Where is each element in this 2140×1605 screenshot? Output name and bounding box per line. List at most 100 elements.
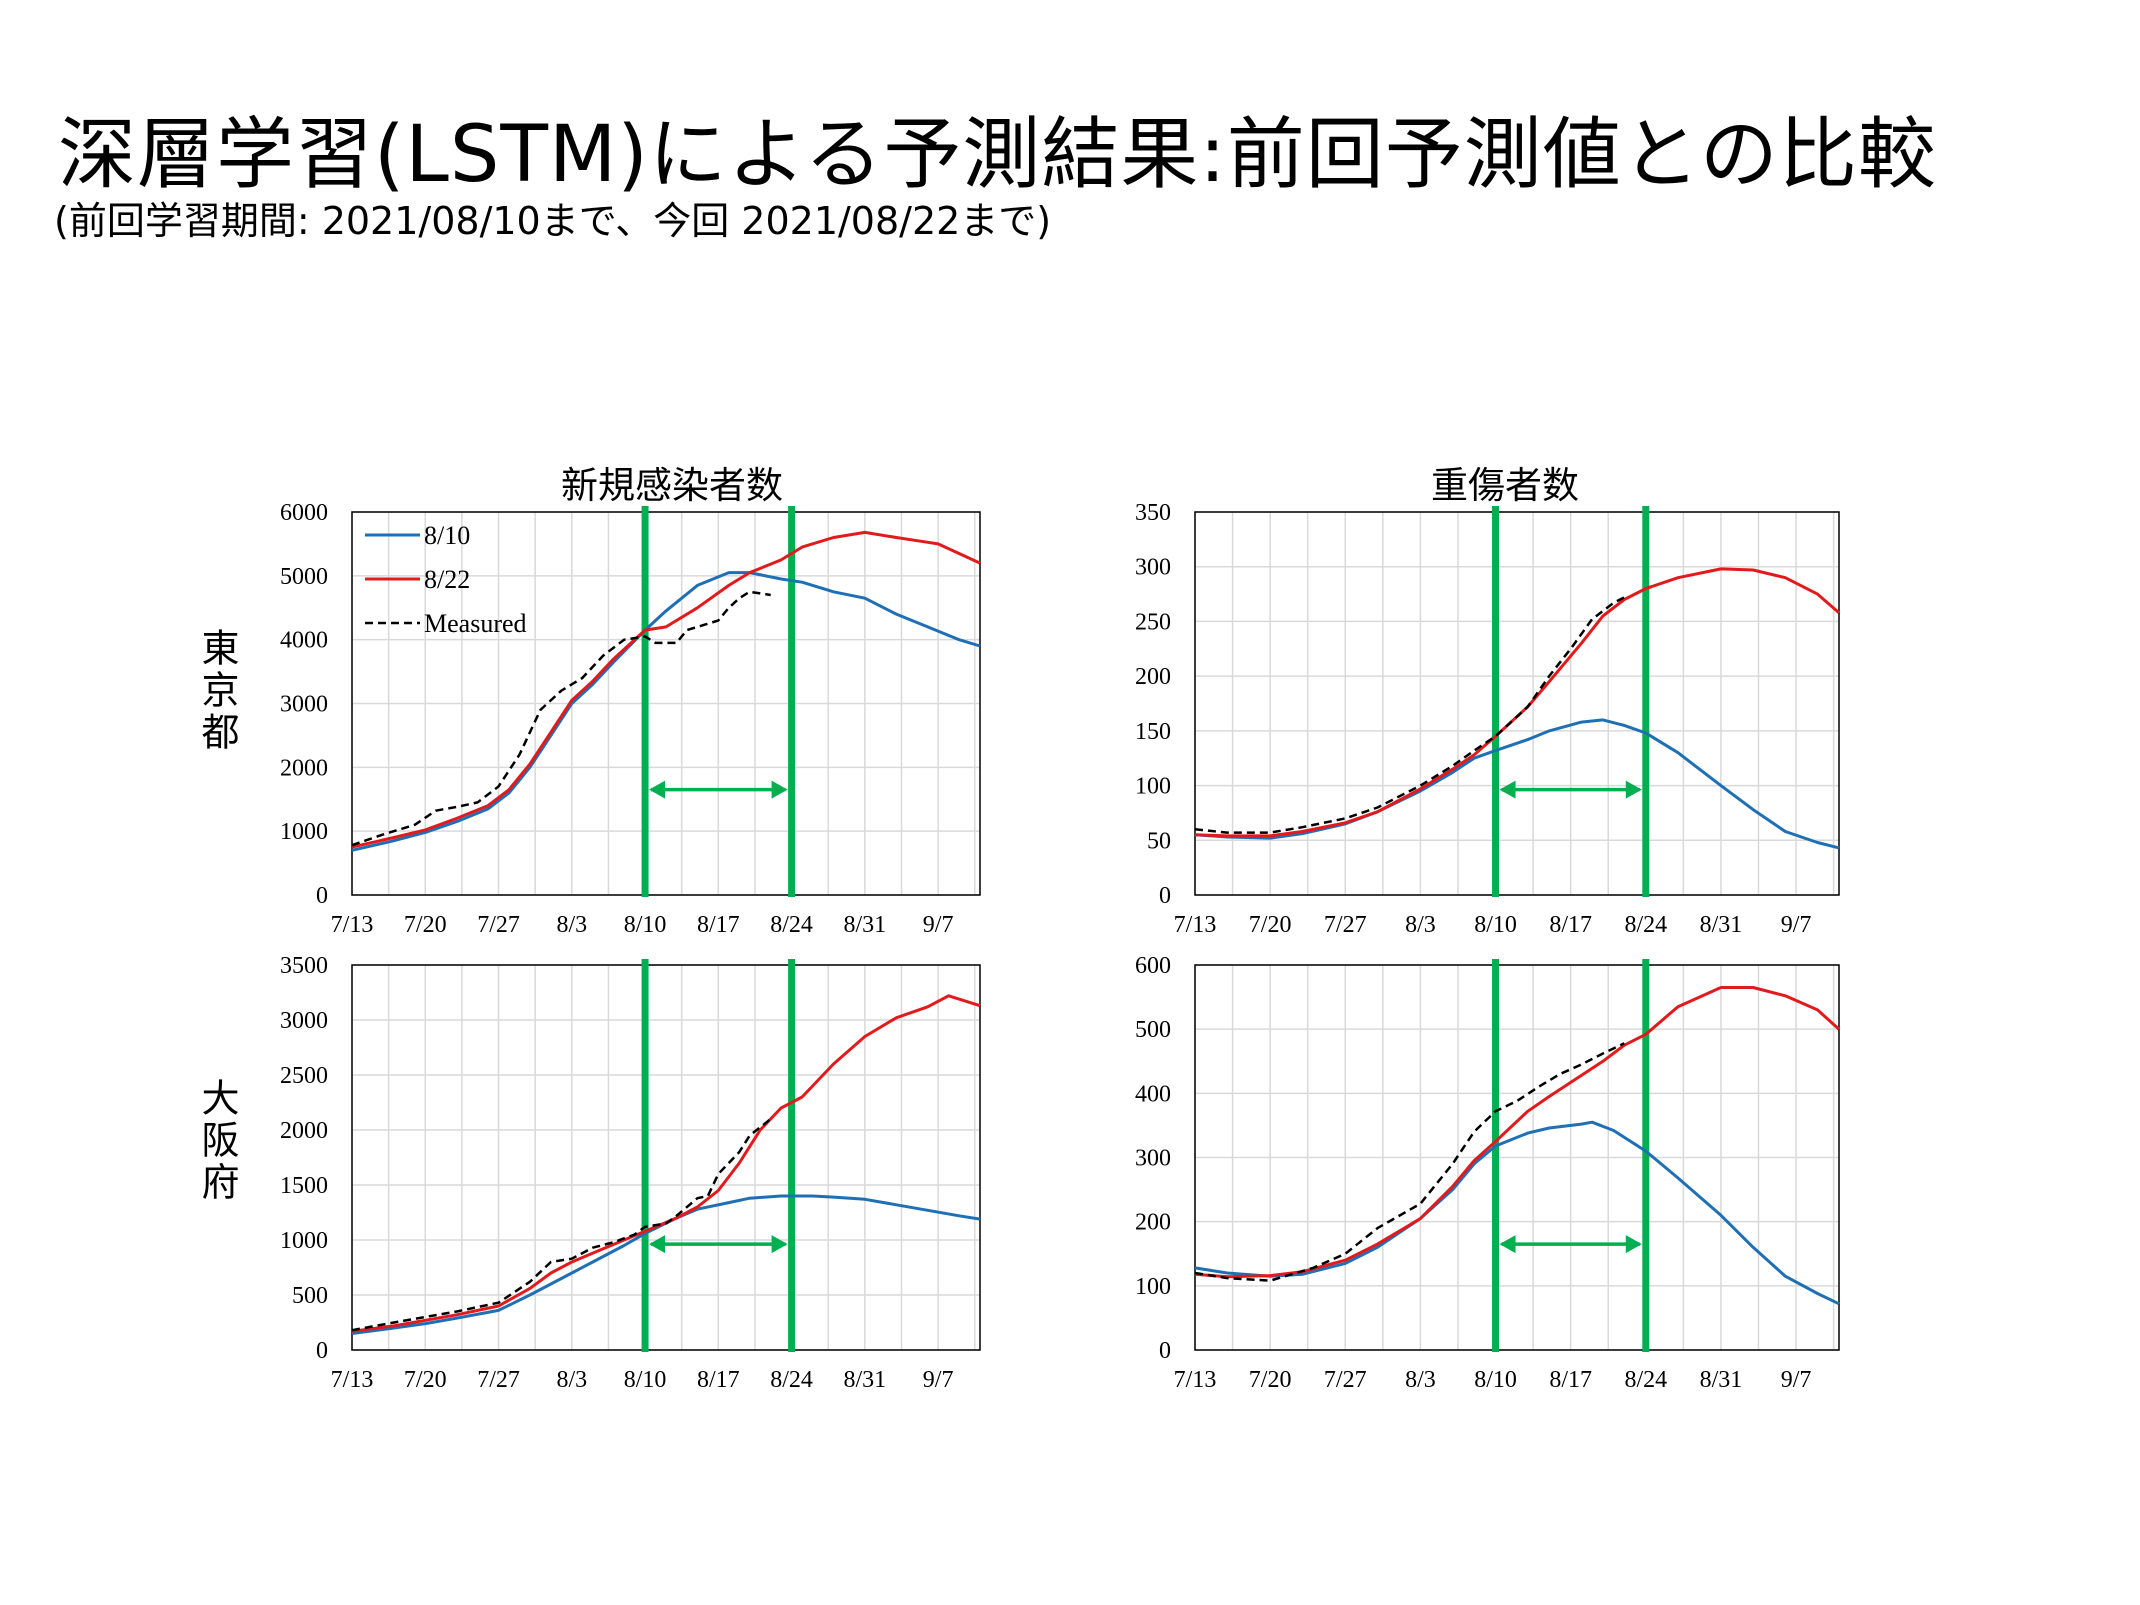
y-tick-label: 350 (1135, 500, 1171, 526)
y-tick-label: 3000 (280, 692, 328, 718)
y-tick-label: 0 (1159, 1338, 1171, 1364)
x-tick-label: 8/31 (1700, 912, 1743, 938)
x-tick-label: 7/13 (331, 912, 374, 938)
y-tick-label: 50 (1147, 828, 1171, 854)
period-arrow-head-left (1499, 1235, 1516, 1254)
period-arrow (649, 780, 788, 799)
period-arrow-head-left (649, 780, 666, 799)
y-tick-label: 4000 (280, 628, 328, 654)
x-tick-label: 7/27 (477, 912, 520, 938)
series-line-measured (1194, 1042, 1625, 1282)
period-arrow (1499, 1235, 1642, 1254)
y-tick-label: 500 (292, 1283, 328, 1309)
x-tick-label: 8/24 (1624, 912, 1667, 938)
y-tick-label: 500 (1135, 1017, 1171, 1043)
x-tick-label: 8/17 (697, 912, 740, 938)
series-line-measured (1194, 596, 1625, 834)
x-tick-label: 8/3 (556, 1367, 587, 1393)
series-line-forecast-0810 (1194, 718, 1840, 850)
x-tick-label: 7/20 (1249, 912, 1292, 938)
y-tick-label: 400 (1135, 1081, 1171, 1107)
x-tick-label: 7/20 (404, 1367, 447, 1393)
x-tick-label: 7/27 (477, 1367, 520, 1393)
y-tick-label: 300 (1135, 555, 1171, 581)
period-arrow-head-right (771, 780, 788, 799)
y-tick-label: 3000 (280, 1008, 328, 1034)
y-tick-label: 1000 (280, 819, 328, 845)
period-arrow-head-left (649, 1235, 666, 1254)
y-tick-label: 100 (1135, 774, 1171, 800)
y-tick-label: 1000 (280, 1228, 328, 1254)
series-line-forecast-0822 (1194, 986, 1841, 1279)
y-tick-label: 100 (1135, 1274, 1171, 1300)
plot-frame (1194, 511, 1840, 896)
plot-frame (1194, 964, 1840, 1351)
column-title-severe-cases: 重傷者数 (1431, 464, 1579, 507)
gridlines (1194, 964, 1839, 1351)
x-tick-label: 8/17 (697, 1367, 740, 1393)
y-tick-label: 1500 (280, 1173, 328, 1199)
y-tick-label: 0 (316, 1338, 328, 1364)
period-arrow-head-right (771, 1235, 788, 1254)
series-line-forecast-0810 (1194, 1120, 1840, 1306)
series-line-measured (351, 590, 771, 847)
x-tick-label: 8/31 (1700, 1367, 1743, 1393)
x-tick-label: 8/10 (624, 912, 667, 938)
x-tick-label: 8/31 (844, 1367, 887, 1393)
row-label-tokyo: 東京都 (195, 628, 239, 754)
period-arrow (649, 1235, 788, 1254)
x-tick-label: 8/10 (1474, 912, 1517, 938)
x-tick-label: 8/3 (556, 912, 587, 938)
chart-osaka-severe: 0 100 200 300 400 500 600 7/13 7/20 7/27 8/3 8/10 8/… (1135, 953, 1841, 1393)
x-tick-label: 7/13 (1174, 1367, 1217, 1393)
x-tick-label: 8/24 (770, 1367, 813, 1393)
y-tick-label: 6000 (280, 500, 328, 526)
period-arrow-head-left (1499, 780, 1516, 799)
y-tick-label: 250 (1135, 609, 1171, 635)
y-tick-label: 150 (1135, 719, 1171, 745)
plot-frame (351, 511, 981, 896)
y-tick-label: 2000 (280, 1118, 328, 1144)
y-tick-label: 0 (1159, 883, 1171, 909)
series-line-measured (351, 1118, 772, 1332)
y-tick-label: 2500 (280, 1063, 328, 1089)
y-tick-label: 2000 (280, 755, 328, 781)
legend-label-measured: Measured (424, 609, 527, 638)
x-tick-label: 8/17 (1549, 912, 1592, 938)
x-tick-label: 9/7 (1781, 1367, 1812, 1393)
legend-label-forecast-0810: 8/10 (424, 521, 470, 550)
x-tick-label: 8/31 (844, 912, 887, 938)
y-tick-label: 3500 (280, 953, 328, 979)
plot-frame (351, 964, 981, 1351)
column-title-new-cases: 新規感染者数 (561, 464, 783, 507)
chart-tokyo-severe: 0 50 100 150 200 250 300 350 7/13 7/20 7/27 8/3 8/10… (1135, 500, 1840, 938)
y-tick-label: 0 (316, 883, 328, 909)
series-line-forecast-0822 (1194, 567, 1840, 838)
x-tick-label: 8/3 (1405, 912, 1436, 938)
x-tick-label: 9/7 (1781, 912, 1812, 938)
page-title: 深層学習(LSTM)による予測結果:前回予測値との比較 (58, 110, 1937, 200)
x-tick-label: 8/17 (1549, 1367, 1592, 1393)
x-tick-label: 7/27 (1324, 912, 1367, 938)
x-tick-label: 9/7 (923, 912, 954, 938)
x-tick-label: 8/10 (1474, 1367, 1517, 1393)
page-subtitle: (前回学習期間: 2021/08/10まで、今回 2021/08/22まで) (54, 199, 1052, 243)
x-tick-label: 8/3 (1405, 1367, 1436, 1393)
period-arrow (1499, 780, 1642, 799)
x-tick-label: 8/10 (624, 1367, 667, 1393)
x-tick-label: 7/20 (404, 912, 447, 938)
chart-tokyo-new-cases: 0 1000 2000 3000 4000 5000 6000 7/13 7/20 7/27 8/3… (280, 500, 981, 938)
y-tick-label: 5000 (280, 564, 328, 590)
series-line-forecast-0822 (351, 530, 981, 849)
x-tick-label: 7/27 (1324, 1367, 1367, 1393)
x-tick-label: 9/7 (923, 1367, 954, 1393)
period-arrow-head-right (1625, 780, 1642, 799)
x-tick-label: 7/13 (331, 1367, 374, 1393)
legend: 8/10 8/22 Measured (365, 521, 527, 638)
series-line-forecast-0822 (351, 994, 981, 1333)
x-tick-label: 7/20 (1249, 1367, 1292, 1393)
y-tick-label: 200 (1135, 1210, 1171, 1236)
row-label-osaka: 大阪府 (195, 1078, 239, 1204)
legend-label-forecast-0822: 8/22 (424, 565, 470, 594)
